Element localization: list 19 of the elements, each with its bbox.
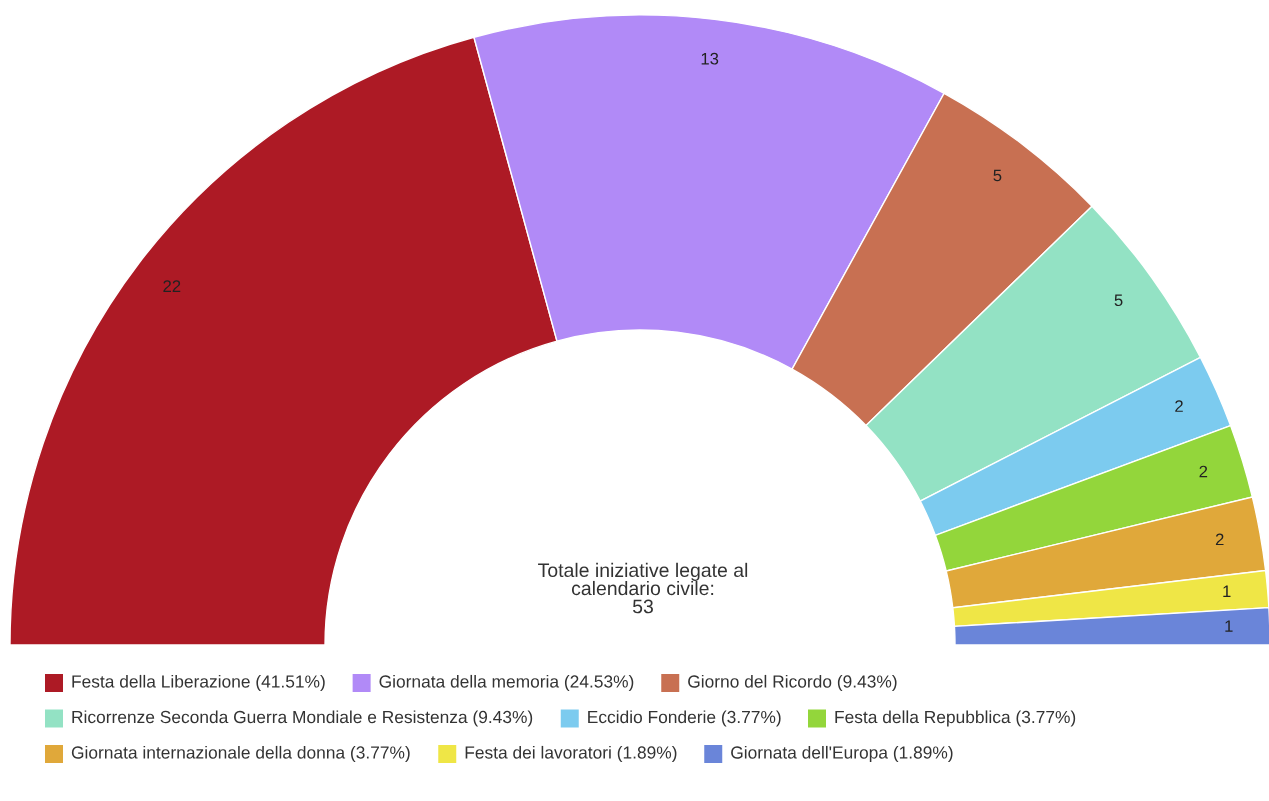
- data-label: 2: [1215, 533, 1224, 546]
- data-label: 1: [1223, 585, 1231, 598]
- legend-label: Giornata internazionale della donna (3.77%): [71, 745, 410, 763]
- data-label: 2: [1199, 465, 1208, 478]
- data-label: 2: [1175, 400, 1183, 412]
- data-label: 5: [993, 169, 1002, 182]
- data-label: 1: [1225, 620, 1233, 632]
- data-label: 13: [701, 52, 719, 65]
- legend-label: Giornata della memoria (24.53%): [379, 674, 634, 692]
- data-label: 5: [1114, 294, 1123, 307]
- legend-label: Ricorrenze Seconda Guerra Mondiale e Resistenza (9.43%): [72, 710, 533, 727]
- legend-label: Festa dei lavoratori (1.89%): [465, 745, 677, 763]
- legend-label: Eccidio Fonderie (3.77%): [588, 710, 781, 727]
- legend-label: Festa della Liberazione (41.51%): [72, 674, 325, 692]
- data-label: 22: [163, 280, 181, 292]
- legend-label: Festa della Repubblica (3.77%): [835, 710, 1076, 727]
- legend-label: Giorno del Ricordo (9.43%): [688, 674, 897, 692]
- legend-label: Giornata dell'Europa (1.89%): [731, 745, 953, 763]
- text: Totale iniziative legate al calendario civile: 53: [538, 562, 748, 614]
